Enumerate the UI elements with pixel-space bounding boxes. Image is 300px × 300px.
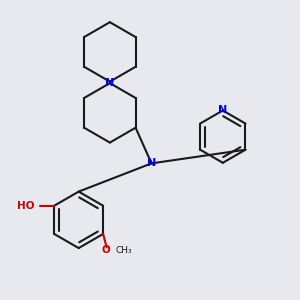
- Text: N: N: [147, 158, 156, 168]
- Text: N: N: [218, 106, 227, 116]
- Text: CH₃: CH₃: [115, 246, 132, 255]
- Text: O: O: [101, 245, 110, 255]
- Text: HO: HO: [17, 201, 35, 211]
- Text: N: N: [105, 78, 115, 88]
